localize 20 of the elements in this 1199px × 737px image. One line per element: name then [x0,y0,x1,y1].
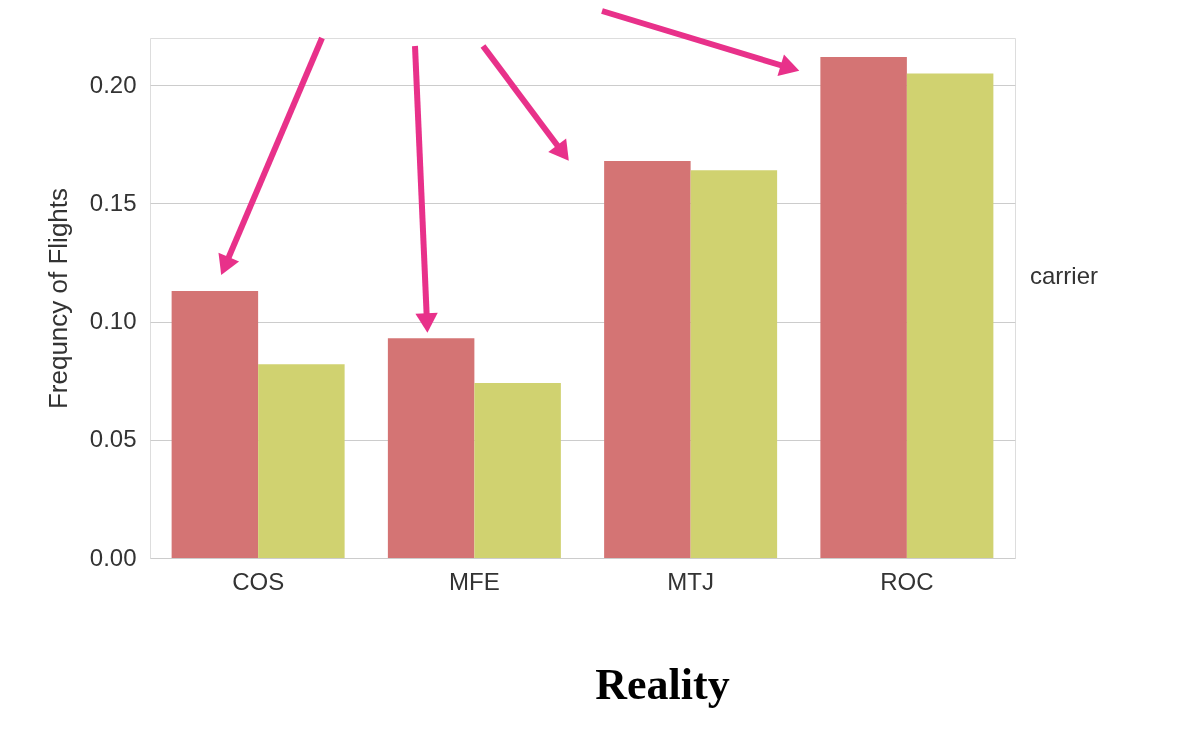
bar [690,170,778,558]
legend-title: carrier [1030,262,1099,290]
y-tick-label: 0.00 [89,543,137,571]
bar [258,364,345,558]
bar [906,73,994,558]
bar [820,56,907,558]
y-axis-title: Frequncy of Flights [42,187,73,410]
x-tick-label: MTJ [667,567,714,595]
bar [604,160,691,558]
bar [474,383,561,558]
y-tick-label: 0.15 [89,188,137,216]
y-tick-label: 0.20 [89,70,137,98]
x-tick-label: COS [232,567,285,595]
x-tick-label: ROC [880,567,934,595]
x-tick-label: MFE [449,567,500,595]
y-tick-label: 0.05 [89,425,137,453]
bar [171,290,259,558]
bar [387,338,475,558]
text: Reality [595,660,730,709]
y-tick-label: 0.10 [89,307,137,335]
